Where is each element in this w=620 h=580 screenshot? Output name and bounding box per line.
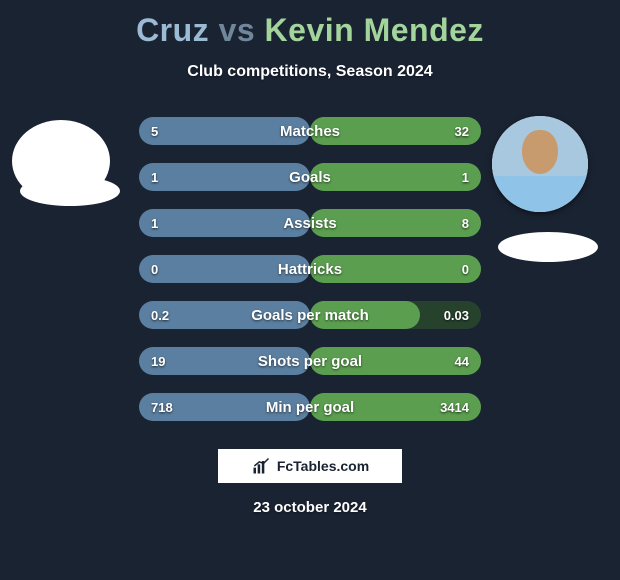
player1-flag: [20, 176, 120, 206]
player2-value: 1: [462, 170, 469, 185]
player1-bar: 19: [139, 347, 310, 375]
date: 23 october 2024: [0, 499, 620, 516]
player1-value: 0.2: [151, 308, 169, 323]
stat-row: 11Goals: [139, 163, 481, 191]
player1-bar: 718: [139, 393, 310, 421]
player2-bar: 1: [310, 163, 481, 191]
player2-bar: 44: [310, 347, 481, 375]
player1-bar: 1: [139, 209, 310, 237]
player1-bar: 0: [139, 255, 310, 283]
comparison-title: Cruz vs Kevin Mendez: [0, 0, 620, 49]
player2-bar: 8: [310, 209, 481, 237]
player1-value: 718: [151, 400, 173, 415]
brand-footer[interactable]: FcTables.com: [218, 449, 402, 483]
stat-row: 00Hattricks: [139, 255, 481, 283]
brand-text: FcTables.com: [277, 458, 369, 474]
chart-icon: [251, 456, 271, 476]
player2-avatar: [492, 116, 588, 212]
player1-bar: 5: [139, 117, 310, 145]
player2-value: 8: [462, 216, 469, 231]
player2-value: 3414: [440, 400, 469, 415]
player2-value: 44: [455, 354, 469, 369]
stat-row: 7183414Min per goal: [139, 393, 481, 421]
player2-value: 0.03: [444, 308, 469, 323]
stat-row: 18Assists: [139, 209, 481, 237]
player2-name: Kevin Mendez: [265, 12, 484, 48]
player2-value: 0: [462, 262, 469, 277]
stat-row: 1944Shots per goal: [139, 347, 481, 375]
player1-bar: 1: [139, 163, 310, 191]
player1-value: 19: [151, 354, 165, 369]
player2-bar: 0.03: [310, 301, 481, 329]
player2-flag: [498, 232, 598, 262]
stat-row: 0.20.03Goals per match: [139, 301, 481, 329]
player2-bar: 3414: [310, 393, 481, 421]
player2-bar: 0: [310, 255, 481, 283]
player1-bar: 0.2: [139, 301, 310, 329]
player1-name: Cruz: [136, 12, 209, 48]
player1-value: 1: [151, 170, 158, 185]
player1-value: 5: [151, 124, 158, 139]
player2-bar: 32: [310, 117, 481, 145]
stat-row: 532Matches: [139, 117, 481, 145]
subtitle: Club competitions, Season 2024: [0, 63, 620, 81]
player2-value: 32: [455, 124, 469, 139]
player1-value: 1: [151, 216, 158, 231]
player1-value: 0: [151, 262, 158, 277]
vs-separator: vs: [219, 12, 256, 48]
